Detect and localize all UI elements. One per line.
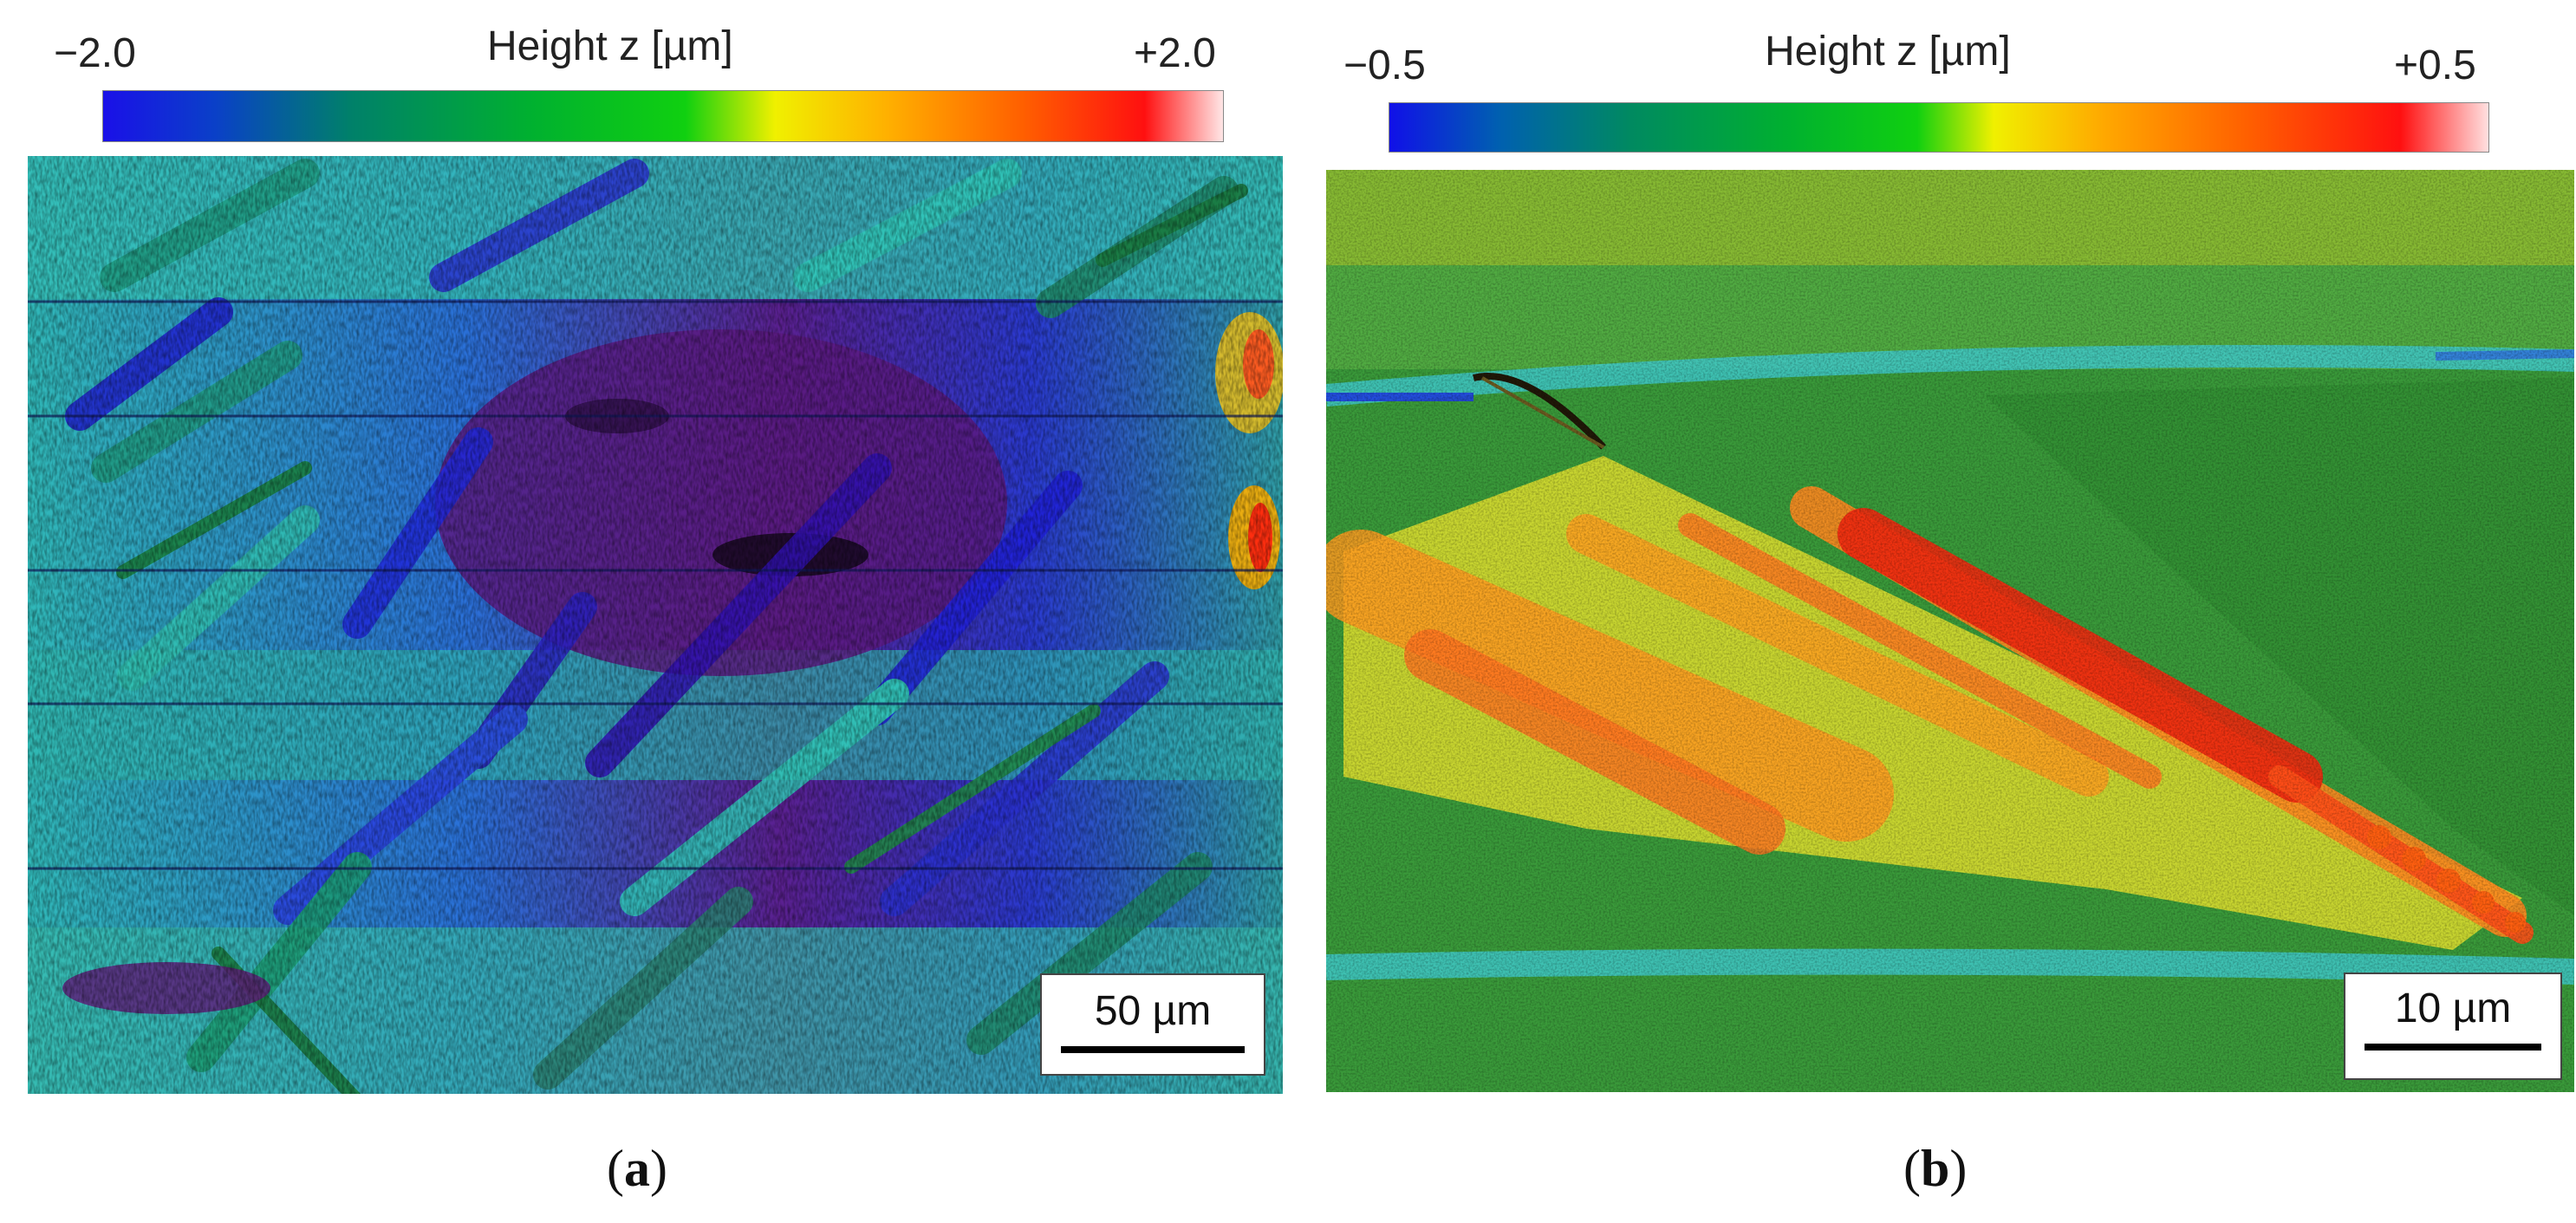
colorbar-b-title: Height z [µm] [1765, 29, 2011, 75]
scale-bar-a-line [1061, 1046, 1245, 1053]
colorbar-a-max-label: +2.0 [1134, 30, 1216, 76]
scale-bar-b-line [2365, 1044, 2541, 1051]
colorbar-a [102, 90, 1224, 142]
scale-bar-a: 50 µm [1040, 973, 1265, 1076]
caption-a-close: ) [649, 1140, 667, 1197]
colorbar-a-min-label: −2.0 [54, 30, 136, 76]
panel-b-caption: (b) [1903, 1142, 1967, 1194]
colorbar-a-title: Height z [µm] [487, 23, 733, 69]
scale-bar-b: 10 µm [2344, 973, 2562, 1080]
caption-b-close: ) [1949, 1140, 1968, 1197]
caption-a-open: ( [607, 1140, 624, 1197]
colorbar-b-min-label: −0.5 [1343, 42, 1426, 88]
height-map-a: 50 µm [28, 156, 1283, 1094]
height-map-b: 10 µm [1326, 170, 2574, 1092]
caption-a-letter: a [623, 1140, 650, 1197]
height-map-a-image [28, 156, 1283, 1094]
caption-b-open: ( [1903, 1140, 1921, 1197]
caption-b-letter: b [1920, 1140, 1950, 1197]
panel-a-caption: (a) [607, 1142, 667, 1194]
colorbar-b [1389, 102, 2489, 153]
scale-bar-b-label: 10 µm [2394, 986, 2512, 1031]
height-map-b-image [1326, 170, 2574, 1092]
scale-bar-a-label: 50 µm [1094, 988, 1212, 1034]
colorbar-b-max-label: +0.5 [2394, 42, 2476, 88]
